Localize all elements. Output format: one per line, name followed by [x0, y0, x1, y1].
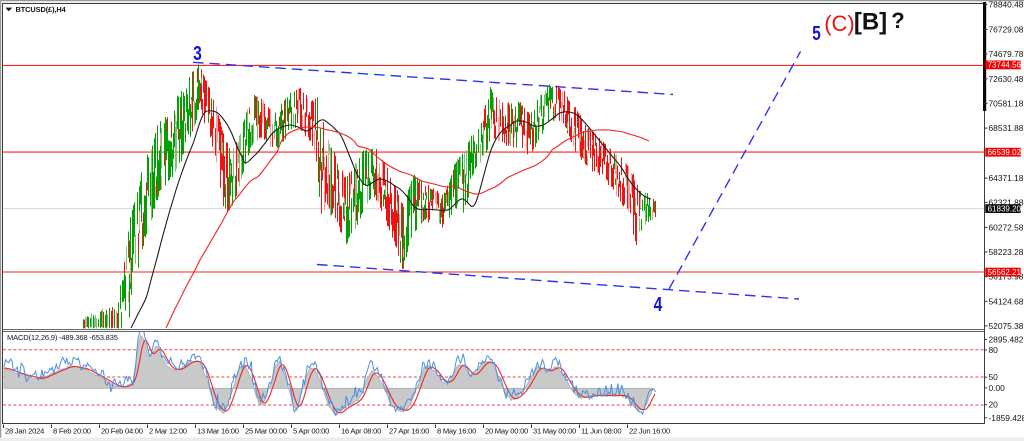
- svg-text:64371.18: 64371.18: [989, 173, 1024, 183]
- svg-text:25 Mar 00:00: 25 Mar 00:00: [245, 426, 287, 435]
- svg-text:22 Jun 16:00: 22 Jun 16:00: [629, 426, 670, 435]
- svg-text:MACD(12,26,9) -489.368 -653.83: MACD(12,26,9) -489.368 -653.835: [7, 333, 118, 342]
- svg-text:76729.08: 76729.08: [989, 25, 1024, 35]
- svg-text:8 May 16:00: 8 May 16:00: [437, 426, 476, 435]
- svg-text:58223.28: 58223.28: [989, 247, 1024, 257]
- svg-text:[B]: [B]: [854, 9, 887, 36]
- svg-text:68531.88: 68531.88: [989, 123, 1024, 133]
- svg-text:5 Apr 00:00: 5 Apr 00:00: [293, 426, 329, 435]
- svg-text:-1859.428: -1859.428: [989, 413, 1024, 423]
- svg-text:0.00: 0.00: [989, 383, 1006, 393]
- svg-text:78840.48: 78840.48: [989, 0, 1024, 10]
- svg-text:72630.48: 72630.48: [989, 74, 1024, 84]
- svg-text:60272.58: 60272.58: [989, 222, 1024, 232]
- svg-text:3: 3: [193, 42, 202, 64]
- svg-text:73744.56: 73744.56: [988, 61, 1022, 70]
- svg-text:50: 50: [989, 372, 999, 382]
- svg-text:27 Apr 16:00: 27 Apr 16:00: [389, 426, 429, 435]
- svg-text:80: 80: [989, 345, 999, 355]
- svg-text:16 Apr 08:00: 16 Apr 08:00: [341, 426, 381, 435]
- svg-text:74679.78: 74679.78: [989, 49, 1024, 59]
- svg-text:54124.68: 54124.68: [989, 296, 1024, 306]
- svg-text:(C): (C): [824, 11, 855, 36]
- svg-text:11 Jun 08:00: 11 Jun 08:00: [581, 426, 621, 435]
- svg-text:31 May 00:00: 31 May 00:00: [533, 426, 576, 435]
- svg-text:4: 4: [654, 293, 663, 315]
- svg-text:70581.18: 70581.18: [989, 98, 1024, 108]
- svg-text:20: 20: [989, 400, 999, 410]
- svg-text:8 Feb 20:00: 8 Feb 20:00: [53, 426, 91, 435]
- svg-text:56562.21: 56562.21: [988, 268, 1022, 277]
- svg-text:28 Jan 2024: 28 Jan 2024: [5, 426, 44, 435]
- svg-text:52075.38: 52075.38: [989, 321, 1024, 331]
- svg-text:20 Feb 04:00: 20 Feb 04:00: [101, 426, 143, 435]
- svg-text:?: ?: [891, 8, 904, 33]
- svg-text:BTCUSD(£),H4: BTCUSD(£),H4: [16, 5, 67, 14]
- svg-text:61839.20: 61839.20: [988, 204, 1022, 213]
- svg-text:13 Mar 16:00: 13 Mar 16:00: [197, 426, 239, 435]
- svg-text:56173.98: 56173.98: [989, 272, 1024, 282]
- svg-text:2895.482: 2895.482: [989, 335, 1024, 345]
- svg-text:66539.02: 66539.02: [988, 148, 1022, 157]
- svg-text:20 May 00:00: 20 May 00:00: [485, 426, 528, 435]
- svg-text:62321.88: 62321.88: [989, 197, 1024, 207]
- svg-text:2 Mar 12:00: 2 Mar 12:00: [149, 426, 187, 435]
- svg-text:5: 5: [812, 22, 821, 44]
